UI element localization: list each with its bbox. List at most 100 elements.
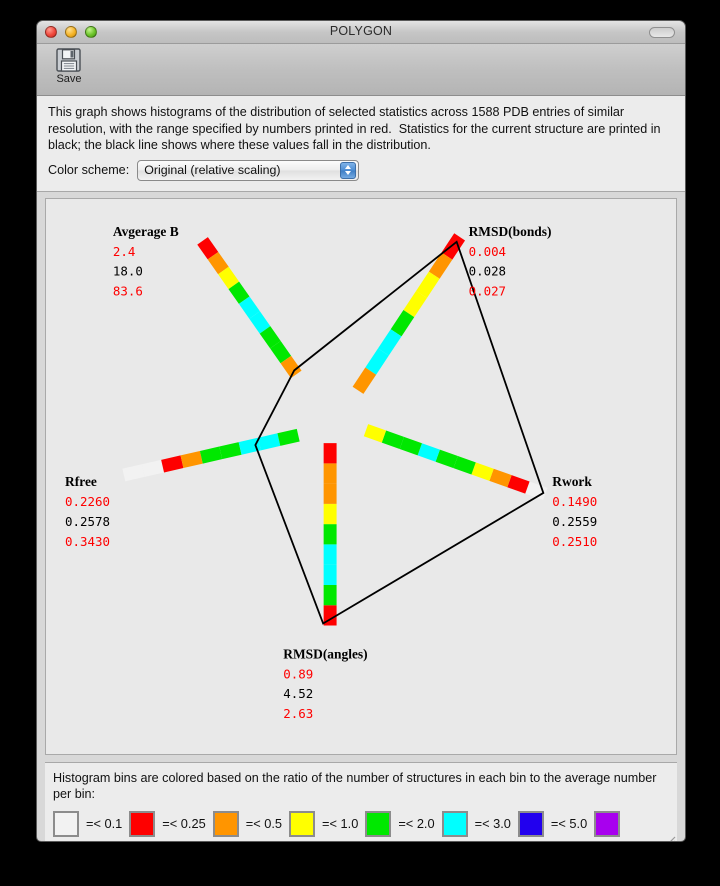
histogram-bin — [323, 483, 337, 504]
window-titlebar: POLYGON — [37, 21, 685, 44]
chevron-down-icon — [345, 171, 352, 175]
histogram-bin — [453, 455, 476, 475]
axis-max-1: 0.027 — [469, 283, 506, 298]
spoke-rmsd-bonds — [352, 232, 466, 394]
axis-title-0: Avgerage B — [113, 223, 179, 238]
histogram-bin — [381, 429, 405, 449]
histogram-bin — [390, 309, 415, 336]
histogram-bin — [259, 325, 281, 348]
histogram-bin — [270, 340, 292, 363]
histogram-bin — [238, 295, 260, 319]
histogram-bin — [258, 432, 281, 450]
spoke-rfree — [122, 428, 300, 481]
histogram-bin — [323, 442, 337, 463]
polygon-plot[interactable]: Avgerage B 2.4 18.0 83.6 RMSD(bonds) 0.004 0.0… — [46, 199, 676, 754]
histogram-bin — [199, 446, 223, 464]
legend-swatch-1 — [129, 810, 156, 837]
floppy-disk-icon — [56, 48, 81, 72]
axis-value-1: 0.028 — [469, 263, 506, 278]
histogram-bin — [378, 328, 402, 356]
minimize-button[interactable] — [65, 26, 77, 38]
legend-label-2: =< 0.5 — [245, 816, 283, 831]
axis-title-2: Rwork — [552, 473, 592, 488]
polygon-plot-panel[interactable]: Avgerage B 2.4 18.0 83.6 RMSD(bonds) 0.004 0.0… — [45, 197, 677, 755]
save-label: Save — [56, 73, 82, 85]
histogram-bin — [323, 503, 337, 524]
legend-swatch-0 — [53, 810, 79, 837]
axis-max-3: 2.63 — [283, 706, 313, 721]
legend-description: Histogram bins are colored based on the … — [53, 770, 660, 802]
histogram-bin — [238, 437, 261, 455]
toolbar-toggle-button[interactable] — [649, 27, 675, 38]
axis-value-2: 0.2559 — [552, 513, 597, 528]
histogram-bin — [417, 442, 440, 462]
structure-value-polygon — [254, 239, 545, 625]
toolbar: Save — [37, 44, 685, 96]
legend-swatch-6 — [517, 810, 544, 837]
histogram-bin — [218, 266, 240, 289]
histogram-bin — [141, 459, 165, 477]
resize-grip-icon[interactable] — [662, 833, 676, 843]
description-panel: This graph shows histograms of the distr… — [37, 96, 685, 192]
axis-value-4: 0.2578 — [65, 513, 110, 528]
axis-labels: Avgerage B 2.4 18.0 83.6 RMSD(bonds) 0.004 0.0… — [65, 223, 597, 720]
axis-max-4: 0.3430 — [65, 533, 110, 548]
histogram-bin — [507, 474, 530, 494]
save-button[interactable]: Save — [47, 46, 91, 85]
legend-label-0: =< 0.1 — [86, 816, 123, 831]
legend-label-3: =< 1.0 — [322, 816, 359, 831]
histogram-bin — [280, 355, 302, 378]
histogram-bin — [365, 347, 389, 375]
axis-max-2: 0.2510 — [552, 533, 597, 548]
histogram-bin — [471, 461, 494, 481]
axis-min-0: 2.4 — [113, 243, 135, 258]
legend-swatch-5 — [441, 810, 468, 837]
histogram-bin — [207, 251, 229, 274]
histogram-bin — [323, 584, 337, 605]
legend-label-4: =< 2.0 — [398, 816, 435, 831]
histogram-bin — [249, 310, 271, 334]
histogram-spokes — [122, 232, 548, 625]
histogram-bin — [428, 251, 453, 279]
axis-max-0: 83.6 — [113, 283, 143, 298]
axis-min-2: 0.1490 — [552, 493, 597, 508]
histogram-bin — [489, 468, 512, 487]
histogram-bin — [363, 423, 387, 443]
histogram-bin — [323, 462, 337, 484]
histogram-bin — [197, 236, 219, 259]
chevron-updown-icon[interactable] — [340, 161, 357, 179]
histogram-bin — [435, 449, 458, 468]
histogram-bin — [441, 232, 466, 260]
chevron-up-icon — [345, 165, 352, 169]
color-scheme-label: Color scheme: — [48, 163, 130, 177]
axis-title-3: RMSD(angles) — [283, 646, 367, 661]
legend-swatch-2 — [212, 810, 239, 837]
spoke-rmsd-angles — [323, 442, 337, 625]
spoke-avgerage-b — [197, 236, 302, 378]
histogram-bin — [323, 523, 337, 544]
legend-swatch-7 — [594, 810, 621, 837]
histogram-bin — [323, 564, 337, 585]
close-button[interactable] — [45, 26, 57, 38]
histogram-bin — [277, 428, 300, 446]
legend-swatch-3 — [289, 810, 316, 837]
histogram-bin — [403, 290, 427, 317]
axis-min-3: 0.89 — [283, 666, 313, 681]
histogram-bin — [352, 367, 377, 394]
histogram-bin — [228, 281, 250, 304]
legend-swatch-row: =< 0.1 =< 0.25 =< 0.5 =< 1.0 =< 2.0 =< 3.0 =< … — [53, 810, 671, 837]
legend-panel: Histogram bins are colored based on the … — [45, 761, 677, 843]
histogram-bin — [122, 463, 145, 481]
histogram-bin — [416, 271, 440, 298]
axis-value-0: 18.0 — [113, 263, 143, 278]
maximize-button[interactable] — [85, 26, 97, 38]
histogram-bin — [219, 441, 242, 459]
color-scheme-row: Color scheme: Original (relative scaling… — [48, 159, 675, 183]
color-scheme-select[interactable]: Original (relative scaling) — [137, 159, 360, 181]
legend-swatch-4 — [365, 810, 392, 837]
histogram-bin — [161, 454, 184, 472]
axis-value-3: 4.52 — [283, 686, 313, 701]
polygon-window: POLYGON Save This graph shows histograms… — [36, 20, 686, 842]
spoke-rwork — [363, 423, 548, 500]
color-scheme-selected-value: Original (relative scaling) — [144, 162, 281, 177]
